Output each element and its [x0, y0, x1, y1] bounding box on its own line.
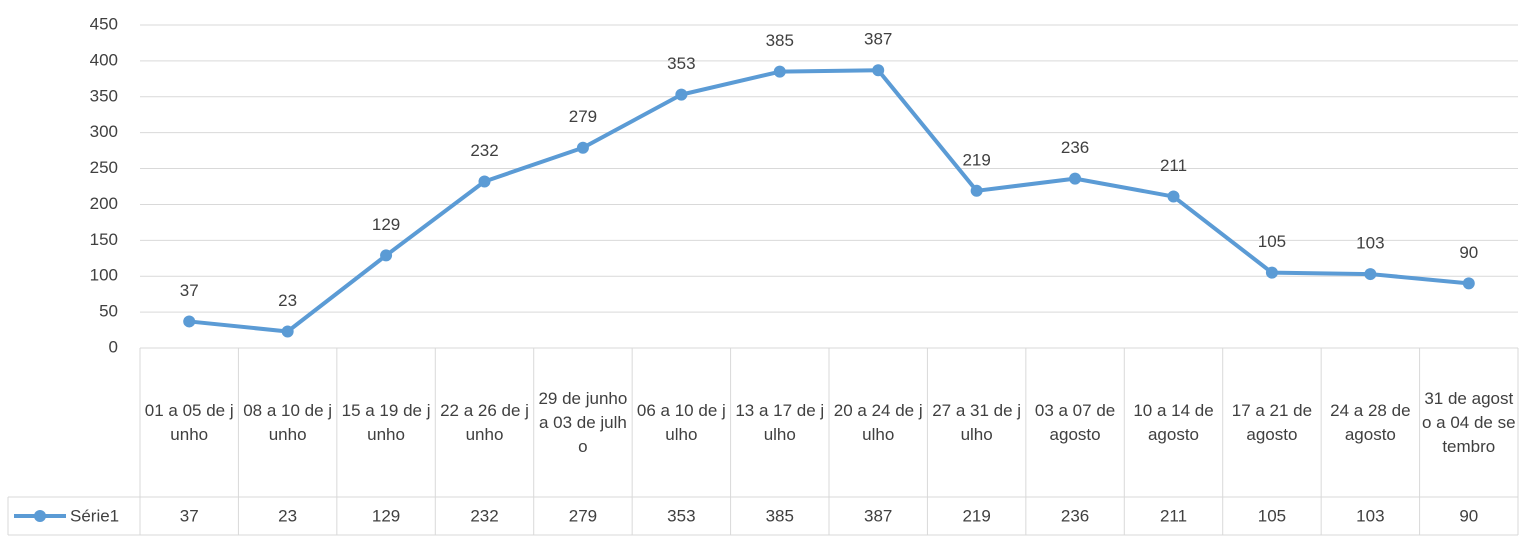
table-value: 129 [372, 506, 400, 525]
category-cell: 13 a 17 de julho [735, 400, 825, 444]
data-label: 387 [864, 30, 892, 49]
marker [478, 175, 491, 188]
data-label: 37 [180, 281, 199, 300]
marker [970, 184, 983, 197]
legend-label: Série1 [70, 506, 119, 525]
category-cell: 31 de agosto a 04 de setembro [1421, 388, 1516, 456]
y-tick-label: 200 [90, 194, 118, 213]
y-tick-label: 150 [90, 230, 118, 249]
x-tick-label: 31 de agosto a 04 de setembro [1421, 388, 1516, 456]
x-tick-label: 15 a 19 de junho [341, 400, 431, 444]
x-tick-label: 27 a 31 de julho [932, 400, 1022, 444]
x-tick-label: 24 a 28 de agosto [1330, 400, 1411, 444]
x-tick-label: 13 a 17 de julho [735, 400, 825, 444]
marker [1167, 190, 1180, 203]
x-tick-label: 08 a 10 de junho [243, 400, 333, 444]
marker [576, 141, 589, 154]
data-label: 232 [470, 141, 498, 160]
y-tick-label: 0 [109, 337, 118, 356]
data-label: 90 [1459, 243, 1478, 262]
table-value: 90 [1459, 506, 1478, 525]
y-tick-label: 250 [90, 158, 118, 177]
category-cell: 24 a 28 de agosto [1330, 400, 1411, 444]
category-cell: 17 a 21 de agosto [1231, 400, 1313, 444]
category-cell: 22 a 26 de junho [440, 400, 529, 444]
marker [1462, 277, 1475, 290]
x-tick-label: 29 de junho a 03 de julho [538, 388, 628, 456]
data-label: 129 [372, 215, 400, 234]
marker [1265, 266, 1278, 279]
x-tick-label: 22 a 26 de junho [440, 400, 529, 444]
table-value: 37 [180, 506, 199, 525]
marker [872, 64, 885, 77]
x-tick-label: 17 a 21 de agosto [1231, 400, 1313, 444]
category-cell: 03 a 07 de agosto [1034, 400, 1116, 444]
x-tick-label: 20 a 24 de julho [833, 400, 923, 444]
table-value: 353 [667, 506, 695, 525]
category-cell: 20 a 24 de julho [833, 400, 923, 444]
table-value: 232 [470, 506, 498, 525]
marker [773, 65, 786, 78]
category-cell: 15 a 19 de junho [341, 400, 431, 444]
data-label: 103 [1356, 234, 1384, 253]
marker [675, 88, 688, 101]
x-tick-label: 03 a 07 de agosto [1034, 400, 1116, 444]
y-tick-label: 50 [99, 302, 118, 321]
y-tick-label: 300 [90, 122, 118, 141]
data-label: 211 [1160, 156, 1187, 175]
category-cell: 01 a 05 de junho [144, 400, 234, 444]
x-tick-label: 06 a 10 de julho [636, 400, 726, 444]
marker [1364, 268, 1377, 281]
data-label: 105 [1258, 232, 1286, 251]
marker [1069, 172, 1082, 185]
data-label: 353 [667, 54, 695, 73]
y-tick-label: 450 [90, 14, 118, 33]
y-tick-label: 400 [90, 50, 118, 69]
x-tick-label: 10 a 14 de agosto [1133, 400, 1214, 444]
y-tick-label: 350 [90, 86, 118, 105]
category-cell: 10 a 14 de agosto [1133, 400, 1214, 444]
y-tick-label: 100 [90, 266, 118, 285]
marker [380, 249, 393, 262]
category-cell: 08 a 10 de junho [243, 400, 333, 444]
data-label: 219 [962, 150, 990, 169]
table-value: 103 [1356, 506, 1384, 525]
legend-key-marker [34, 510, 46, 522]
table-value: 387 [864, 506, 892, 525]
table-value: 219 [962, 506, 990, 525]
category-cell: 29 de junho a 03 de julho [538, 388, 628, 456]
data-label: 23 [278, 291, 297, 310]
table-value: 23 [278, 506, 297, 525]
data-label: 236 [1061, 138, 1089, 157]
table-value: 105 [1258, 506, 1286, 525]
table-value: 279 [569, 506, 597, 525]
table-value: 211 [1160, 506, 1187, 525]
data-label: 385 [766, 31, 794, 50]
marker [183, 315, 196, 328]
category-cell: 06 a 10 de julho [636, 400, 726, 444]
x-tick-label: 01 a 05 de junho [144, 400, 234, 444]
data-label: 279 [569, 107, 597, 126]
table-value: 385 [766, 506, 794, 525]
table-value: 236 [1061, 506, 1089, 525]
marker [281, 325, 294, 338]
series-line [189, 68, 1469, 334]
category-cell: 27 a 31 de julho [932, 400, 1022, 444]
